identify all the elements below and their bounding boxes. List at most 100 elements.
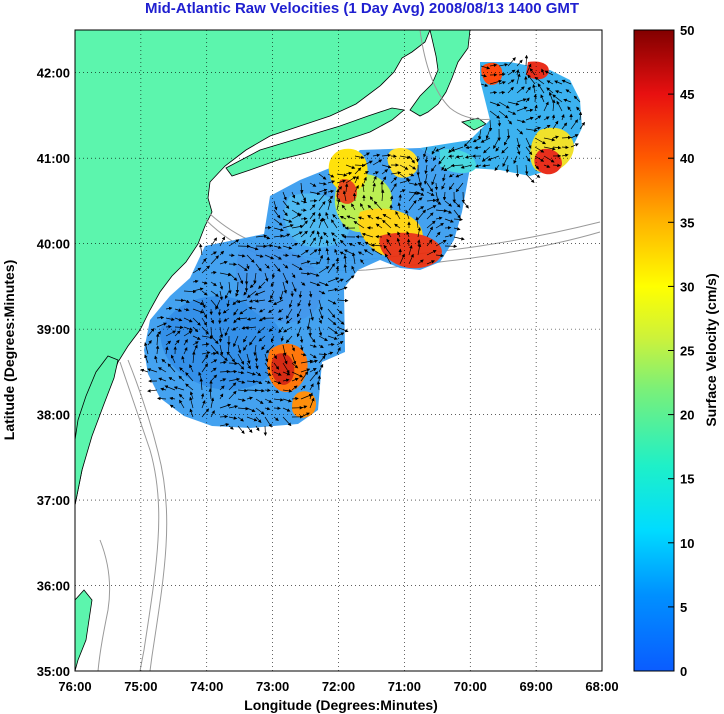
- velocity-arrow: [300, 220, 308, 229]
- velocity-arrow: [264, 371, 272, 376]
- velocity-arrow: [255, 371, 262, 377]
- velocity-arrow: [390, 183, 397, 193]
- velocity-arrow: [381, 169, 389, 175]
- velocity-arrow: [228, 369, 238, 374]
- velocity-arrow: [424, 155, 429, 164]
- velocity-arrow: [561, 145, 569, 150]
- velocity-arrow: [273, 362, 280, 370]
- velocity-arrow: [327, 335, 338, 340]
- velocity-arrow: [226, 344, 230, 356]
- velocity-arrow: [254, 353, 259, 363]
- velocity-arrow: [442, 173, 446, 182]
- velocity-arrow: [345, 275, 355, 283]
- velocity-arrow: [222, 308, 230, 314]
- velocity-arrow: [278, 326, 284, 334]
- velocity-arrow: [525, 108, 534, 113]
- velocity-arrow: [264, 388, 271, 393]
- velocity-arrow: [455, 173, 464, 178]
- velocity-arrow: [462, 200, 469, 209]
- velocity-arrow: [442, 191, 447, 201]
- velocity-arrow: [179, 399, 185, 409]
- velocity-arrow: [244, 272, 249, 285]
- velocity-arrow: [263, 425, 268, 436]
- velocity-arrow: [160, 387, 167, 392]
- velocity-arrow: [219, 393, 224, 400]
- velocity-arrow: [534, 137, 547, 145]
- velocity-arrow: [300, 359, 314, 364]
- velocity-arrow: [291, 242, 299, 247]
- velocity-arrow: [351, 265, 356, 274]
- colorbar-tick-label: 25: [680, 344, 694, 359]
- velocity-arrow: [390, 171, 402, 175]
- velocity-arrow: [552, 120, 559, 130]
- velocity-arrow: [258, 281, 266, 289]
- velocity-arrow: [246, 416, 258, 422]
- velocity-arrow: [417, 182, 424, 192]
- velocity-arrow: [291, 191, 296, 199]
- velocity-arrow: [493, 137, 500, 150]
- velocity-arrow: [255, 263, 262, 272]
- velocity-arrow: [417, 209, 426, 220]
- velocity-arrow: [406, 230, 410, 238]
- velocity-arrow: [257, 326, 266, 334]
- velocity-arrow: [423, 146, 428, 158]
- velocity-arrow: [465, 145, 473, 150]
- velocity-arrow: [273, 263, 281, 272]
- velocity-arrow: [254, 299, 266, 303]
- velocity-arrow: [308, 290, 313, 298]
- velocity-arrow: [504, 137, 509, 146]
- velocity-arrow: [438, 155, 446, 165]
- velocity-arrow: [417, 197, 423, 202]
- velocity-arrow: [417, 227, 421, 238]
- velocity-arrow: [354, 184, 359, 193]
- velocity-arrow: [282, 407, 291, 412]
- velocity-vectors: [140, 54, 586, 436]
- velocity-arrow: [183, 330, 193, 337]
- velocity-arrow: [174, 317, 183, 322]
- velocity-arrow: [291, 396, 299, 401]
- velocity-arrow: [561, 79, 572, 85]
- velocity-arrow: [300, 191, 306, 202]
- velocity-arrow: [189, 408, 194, 418]
- velocity-arrow: [228, 239, 240, 247]
- velocity-arrow: [498, 101, 510, 109]
- map-title: Mid-Atlantic Raw Velocities (1 Day Avg) …: [144, 0, 580, 17]
- velocity-arrow: [397, 231, 401, 238]
- velocity-arrow: [343, 263, 348, 274]
- velocity-arrow: [435, 200, 442, 205]
- velocity-arrow: [255, 425, 260, 432]
- velocity-arrow: [282, 398, 292, 403]
- velocity-arrow: [327, 342, 335, 347]
- velocity-arrow: [219, 236, 225, 247]
- velocity-arrow: [300, 200, 308, 204]
- velocity-arrow: [219, 326, 224, 339]
- velocity-arrow: [543, 116, 550, 121]
- velocity-arrow: [291, 353, 297, 365]
- velocity-arrow: [183, 289, 197, 294]
- velocity-arrow: [309, 335, 316, 343]
- lat-tick-label: 42:00: [37, 66, 70, 81]
- lon-tick-label: 74:00: [190, 679, 223, 694]
- velocity-arrow: [173, 386, 185, 391]
- velocity-arrow: [236, 316, 248, 321]
- velocity-arrow: [192, 299, 204, 305]
- velocity-arrow: [336, 198, 341, 211]
- velocity-arrow: [185, 383, 194, 391]
- velocity-arrow: [384, 253, 392, 265]
- velocity-arrow: [335, 265, 340, 274]
- velocity-arrow: [210, 359, 218, 364]
- velocity-arrow: [480, 137, 491, 143]
- velocity-arrow: [233, 308, 239, 316]
- velocity-arrow: [480, 74, 487, 78]
- velocity-arrow: [201, 290, 208, 296]
- velocity-arrow: [237, 388, 248, 393]
- velocity-arrow: [483, 146, 491, 154]
- velocity-arrow: [155, 345, 160, 355]
- velocity-arrow: [296, 308, 302, 318]
- velocity-arrow: [224, 290, 230, 300]
- velocity-arrow: [282, 253, 289, 258]
- velocity-arrow: [273, 245, 282, 249]
- velocity-arrow: [199, 243, 203, 256]
- velocity-arrow: [367, 214, 374, 220]
- velocity-arrow: [248, 306, 257, 310]
